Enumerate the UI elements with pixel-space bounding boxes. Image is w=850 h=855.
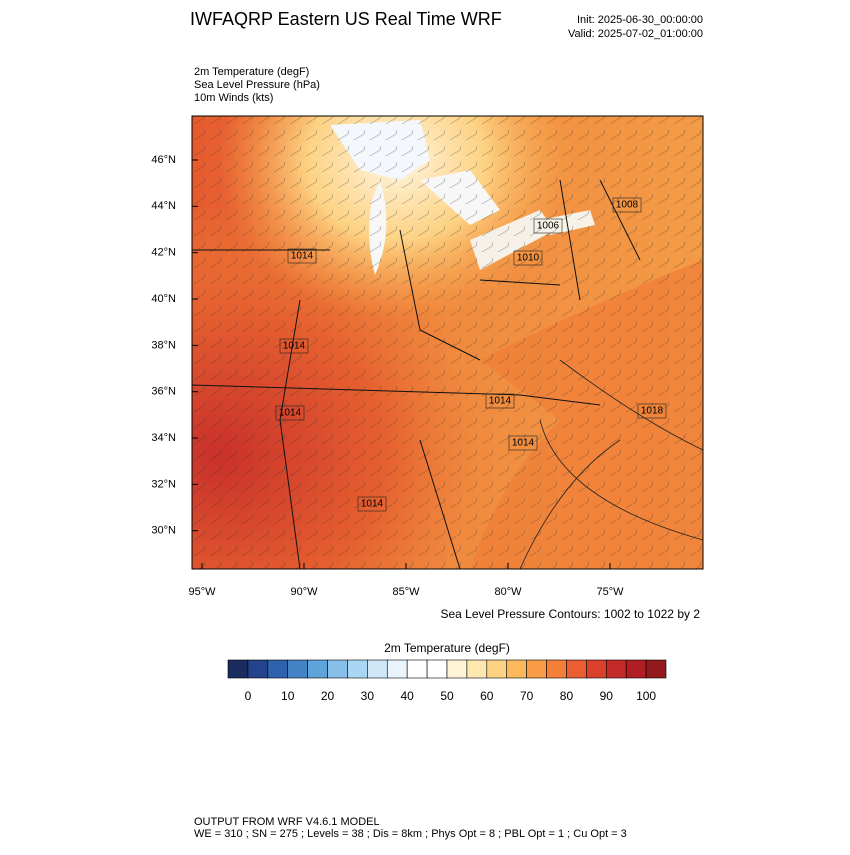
colorbar-box [466,659,488,679]
colorbar-box [546,659,567,679]
colorbar-box [625,659,647,679]
colorbar-tick-label: 30 [361,689,375,703]
colorbar-box [307,659,328,679]
colorbar-box [347,659,368,679]
colorbar-tick-label: 0 [245,689,252,703]
lat-tick-label: 40°N [151,293,176,305]
contour-label: 1018 [641,406,664,417]
lon-tick-label: 85°W [392,586,420,598]
contour-label-box [279,338,309,354]
colorbar-box [327,659,348,679]
colorbar-box [247,659,269,679]
contour-label: 1006 [537,221,560,232]
contour-note: Sea Level Pressure Contours: 1002 to 102… [441,607,701,621]
contour-label: 1014 [361,499,384,510]
lat-tick-label: 38°N [151,339,176,351]
colorbar-box [605,659,627,679]
colorbar-tick-label: 80 [560,689,574,703]
contour-label: 1010 [517,253,540,264]
contour-label: 1014 [512,438,535,449]
field: 2m Temperature (degF) [194,66,309,78]
colorbar-tick-label: 50 [440,689,454,703]
contour-label-box [533,218,563,234]
colorbar-box [446,659,468,679]
colorbar-tick-label: 70 [520,689,534,703]
lon-tick-label: 95°W [188,586,216,598]
contour-label-box [637,403,667,419]
valid: Valid: 2025-07-02_01:00:00 [568,28,703,40]
contour-label-box [612,197,642,213]
colorbar-title: 2m Temperature (degF) [384,641,510,655]
lat-tick-label: 44°N [151,200,176,212]
contour-label-box [357,496,387,512]
lon-tick-label: 90°W [290,586,318,598]
contour-label: 1014 [283,341,306,352]
colorbar-box [287,659,308,679]
contour-label: 1014 [291,251,314,262]
footer: WE = 310 ; SN = 275 ; Levels = 38 ; Dis … [194,828,627,840]
colorbar-box [367,659,388,679]
map-frame [191,115,704,570]
map [192,116,703,569]
lon-tick-label: 75°W [596,586,624,598]
lat-tick-label: 42°N [151,247,176,259]
colorbar-tick-label: 90 [600,689,614,703]
contour-label-box [485,393,515,409]
lat-tick-label: 32°N [151,478,176,490]
colorbar-box [586,659,607,679]
colorbar-tick-label: 10 [281,689,295,703]
colorbar-box [645,659,667,679]
field: 10m Winds (kts) [194,92,273,104]
colorbar-box [566,659,587,679]
colorbar-box [227,659,249,679]
colorbar-tick-label: 100 [636,689,656,703]
init: Init: 2025-06-30_00:00:00 [577,14,703,26]
lat-tick-label: 46°N [151,154,176,166]
contour-label-box [275,405,305,421]
lat-tick-label: 36°N [151,386,176,398]
colorbar-box [486,659,508,679]
contour-label-box [508,435,538,451]
colorbar-box [526,659,547,679]
contour-label-box [287,248,317,264]
colorbar-tick-label: 20 [321,689,335,703]
contour-label-box [513,250,543,266]
colorbar-box [426,659,448,679]
lat-tick-label: 34°N [151,432,176,444]
footer: OUTPUT FROM WRF V4.6.1 MODEL [194,816,380,828]
colorbar-box [267,659,289,679]
colorbar-tick-label: 40 [401,689,415,703]
contour-label: 1014 [279,408,302,419]
colorbar-box [406,659,428,679]
lon-tick-label: 80°W [494,586,522,598]
colorbar-box [506,659,527,679]
title: IWFAQRP Eastern US Real Time WRF [190,9,502,29]
colorbar-tick-label: 60 [480,689,494,703]
field: Sea Level Pressure (hPa) [194,79,320,91]
contour-label: 1014 [489,396,512,407]
contour-label: 1008 [616,200,639,211]
colorbar-box [386,659,408,679]
lat-tick-label: 30°N [151,525,176,537]
